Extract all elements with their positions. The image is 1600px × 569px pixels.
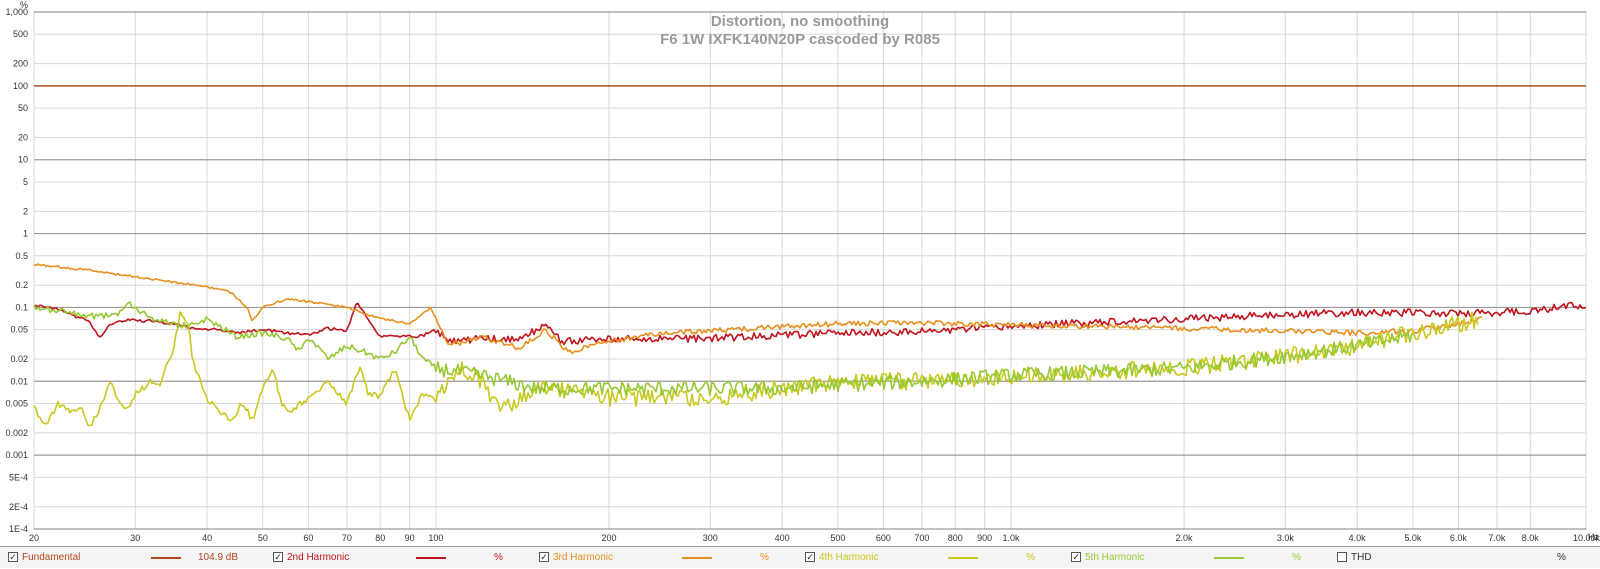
y-tick-label: 2E-4 <box>9 502 28 512</box>
legend-label: 5th Harmonic <box>1085 552 1145 563</box>
x-tick-label: 6.0k <box>1450 533 1468 543</box>
legend-value: % <box>494 552 503 563</box>
x-tick-label: 900 <box>977 533 992 543</box>
y-tick-label: 20 <box>18 132 28 142</box>
x-tick-label: 800 <box>948 533 963 543</box>
y-tick-label: 100 <box>13 81 28 91</box>
y-tick-label: 1,000 <box>5 7 28 17</box>
y-tick-label: 0.002 <box>5 428 28 438</box>
legend-label: THD <box>1351 552 1372 563</box>
y-tick-label: 500 <box>13 29 28 39</box>
y-tick-label: 0.2 <box>15 280 28 290</box>
x-tick-label: 30 <box>130 533 140 543</box>
y-tick-label: 0.05 <box>10 325 28 335</box>
y-tick-label: 200 <box>13 59 28 69</box>
y-tick-label: 5 <box>23 177 28 187</box>
thd-checkbox[interactable] <box>1337 552 1347 562</box>
legend-value: % <box>1557 552 1566 563</box>
legend-label: Fundamental <box>22 552 81 563</box>
series-line-3rd-harmonic <box>33 263 1483 355</box>
5th-harmonic-checkbox[interactable]: ✓ <box>1071 552 1081 562</box>
legend-swatch <box>151 557 181 559</box>
2nd-harmonic-checkbox[interactable]: ✓ <box>273 552 283 562</box>
x-tick-label: 50 <box>258 533 268 543</box>
x-tick-label: 700 <box>914 533 929 543</box>
x-tick-label: 400 <box>775 533 790 543</box>
y-tick-label: 1E-4 <box>9 524 28 534</box>
legend-label: 3rd Harmonic <box>553 552 614 563</box>
legend-swatch <box>682 557 712 559</box>
x-tick-label: 8.0k <box>1522 533 1540 543</box>
x-tick-label: 5.0k <box>1404 533 1422 543</box>
x-axis-unit: Hz <box>1588 532 1599 542</box>
x-tick-label: 200 <box>602 533 617 543</box>
x-tick-label: 60 <box>303 533 313 543</box>
y-tick-label: 2 <box>23 206 28 216</box>
y-tick-label: 0.1 <box>15 302 28 312</box>
x-tick-label: 80 <box>375 533 385 543</box>
y-tick-label: 0.02 <box>10 354 28 364</box>
chart-title: Distortion, no smoothing <box>711 13 889 30</box>
y-tick-label: 0.005 <box>5 399 28 409</box>
x-tick-label: 500 <box>830 533 845 543</box>
legend-value: 104.9 dB <box>198 552 239 563</box>
plot-background <box>33 11 1587 530</box>
y-tick-label: 5E-4 <box>9 472 28 482</box>
series-line-4th-harmonic <box>33 311 1479 427</box>
x-tick-label: 600 <box>876 533 891 543</box>
x-tick-label: 20 <box>29 533 39 543</box>
x-tick-label: 40 <box>202 533 212 543</box>
legend-swatch <box>1214 557 1244 559</box>
y-axis-unit: % <box>20 0 28 10</box>
legend-value: % <box>1292 552 1301 563</box>
y-tick-label: 0.5 <box>15 251 28 261</box>
x-tick-label: 10.00k <box>1573 533 1600 543</box>
x-tick-label: 4.0k <box>1349 533 1367 543</box>
y-tick-label: 10 <box>18 155 28 165</box>
x-tick-label: 300 <box>703 533 718 543</box>
legend-label: 4th Harmonic <box>819 552 879 563</box>
x-tick-label: 3.0k <box>1277 533 1295 543</box>
y-tick-label: 0.01 <box>10 376 28 386</box>
x-tick-label: 1.0k <box>1002 533 1020 543</box>
y-tick-label: 1 <box>23 229 28 239</box>
chart-subtitle: F6 1W IXFK140N20P cascoded by R085 <box>660 31 940 48</box>
distortion-chart: 20 30 40 50 60 70 80 90 100 200 300 400 500 600 700 800… <box>5 0 1600 543</box>
series-line-5th-harmonic <box>33 301 1413 397</box>
legend-value: % <box>760 552 769 563</box>
x-tick-label: 90 <box>405 533 415 543</box>
fundamental-checkbox[interactable]: ✓ <box>8 552 18 562</box>
legend-label: 2nd Harmonic <box>287 552 350 563</box>
x-tick-label: 100 <box>428 533 443 543</box>
x-tick-label: 7.0k <box>1488 533 1506 543</box>
legend-swatch <box>948 557 978 559</box>
legend-swatch <box>416 557 446 559</box>
series-line-2nd-harmonic <box>33 301 1587 346</box>
legend-value: % <box>1026 552 1035 563</box>
y-tick-label: 50 <box>18 103 28 113</box>
y-tick-label: 0.001 <box>5 450 28 460</box>
x-tick-label: 2.0k <box>1176 533 1194 543</box>
x-tick-label: 70 <box>342 533 352 543</box>
4th-harmonic-checkbox[interactable]: ✓ <box>805 552 815 562</box>
3rd-harmonic-checkbox[interactable]: ✓ <box>539 552 549 562</box>
legend-bar: ✓ Fundamental 104.9 dB ✓ 2nd Harmonic % … <box>0 546 1600 568</box>
